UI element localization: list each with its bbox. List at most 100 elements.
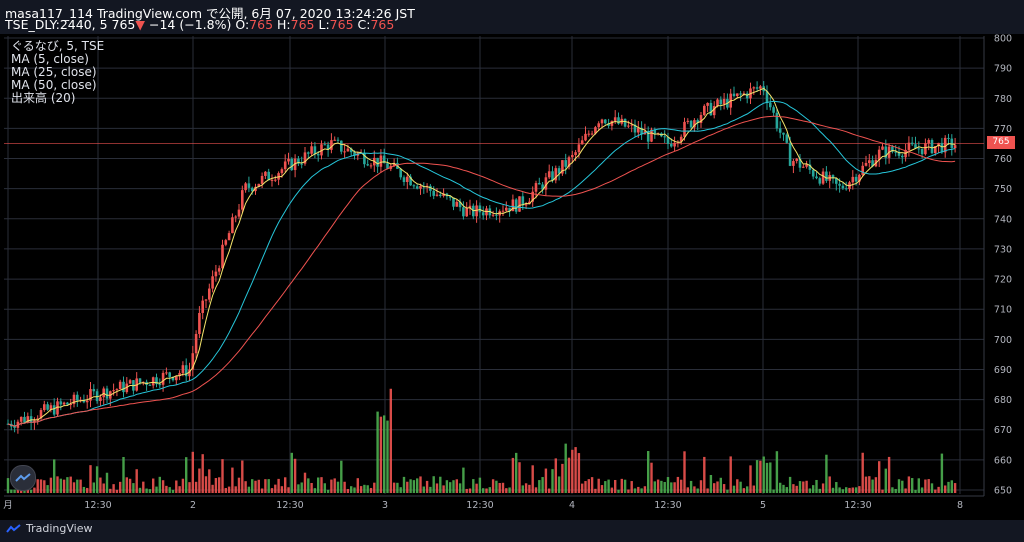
volume-bar — [33, 487, 36, 493]
candle-body — [105, 388, 109, 399]
volume-bar — [594, 488, 597, 493]
candle-body — [831, 175, 835, 179]
volume-bar — [36, 479, 39, 493]
y-tick-label: 710 — [994, 305, 1012, 316]
volume-bar — [676, 476, 680, 493]
candle-body — [49, 405, 53, 410]
volume-bar — [138, 487, 142, 493]
candle-body — [313, 146, 317, 154]
candle-body — [72, 394, 76, 405]
x-tick-label: 月 — [3, 500, 13, 511]
candle-body — [670, 143, 673, 147]
candle-body — [138, 378, 142, 383]
candle-body — [805, 164, 808, 167]
volume-bar — [168, 487, 171, 493]
volume-bar — [907, 476, 911, 493]
candle-body — [122, 381, 125, 393]
volume-bar — [115, 489, 119, 493]
volume-bar — [666, 477, 670, 493]
volume-bar — [95, 466, 99, 493]
volume-bar — [828, 476, 831, 493]
volume-bar — [742, 488, 746, 493]
candle-body — [772, 107, 775, 113]
candle-body — [409, 176, 412, 186]
candle-body — [788, 142, 792, 166]
candle-body — [580, 140, 584, 145]
tradingview-logo-icon — [6, 523, 21, 533]
footer-brand[interactable]: TradingView — [6, 522, 92, 535]
volume-bar — [297, 484, 300, 493]
volume-bar — [478, 477, 482, 493]
candle-body — [283, 161, 287, 170]
candle-body — [597, 123, 600, 128]
candle-body — [491, 214, 495, 216]
volume-bar — [627, 489, 630, 493]
volume-bar — [713, 483, 716, 493]
x-tick-label: 4 — [569, 500, 575, 511]
volume-bar — [445, 480, 449, 493]
candle-body — [528, 201, 531, 205]
candle-body — [198, 312, 201, 334]
candle-body — [716, 99, 719, 107]
volume-bar — [911, 478, 914, 493]
candle-body — [115, 389, 119, 391]
candle-body — [914, 144, 917, 149]
volume-bar — [653, 481, 656, 493]
volume-bar — [112, 484, 115, 493]
candle-body — [683, 121, 686, 137]
tradingview-logo-icon[interactable] — [10, 465, 36, 491]
candle-body — [950, 138, 954, 149]
y-tick-label: 680 — [994, 395, 1012, 406]
volume-bar — [277, 478, 280, 493]
volume-bar — [191, 451, 194, 493]
candle-body — [217, 268, 221, 272]
candle-body — [920, 148, 924, 155]
volume-bar — [449, 482, 452, 493]
candle-body — [376, 157, 379, 167]
legend-ma5: MA (5, close) — [11, 52, 89, 66]
volume-bar — [135, 469, 138, 493]
volume-bar — [614, 479, 617, 493]
candle-body — [39, 410, 43, 419]
volume-bar — [267, 479, 270, 493]
ma5-line — [7, 87, 956, 427]
volume-bar — [264, 479, 267, 493]
volume-bar — [524, 483, 528, 493]
volume-bar — [125, 477, 128, 493]
volume-bar — [102, 483, 105, 493]
candle-body — [92, 389, 96, 392]
candle-body — [808, 164, 812, 170]
candle-body — [307, 152, 310, 154]
candle-body — [722, 98, 726, 105]
candle-body — [646, 131, 650, 142]
x-tick-label: 3 — [382, 500, 388, 511]
volume-bar — [551, 469, 554, 493]
candle-body — [511, 199, 515, 212]
volume-bar — [132, 483, 135, 493]
volume-bar — [392, 482, 396, 493]
candle-body — [333, 139, 336, 141]
candle-body — [769, 102, 772, 108]
volume-bar — [749, 465, 752, 493]
candle-body — [765, 91, 769, 103]
candle-body — [689, 120, 693, 128]
volume-bar — [878, 461, 881, 493]
last-price-badge: 765 — [987, 136, 1015, 149]
open-label: O: — [235, 17, 250, 32]
volume-bar — [356, 478, 359, 493]
volume-bar — [260, 488, 264, 493]
candle-body — [630, 124, 633, 126]
candle-body — [947, 137, 950, 139]
chart-area[interactable] — [0, 34, 1024, 542]
volume-bar — [861, 452, 864, 493]
volume-bar — [333, 478, 336, 493]
candle-body — [937, 142, 940, 147]
candle-body — [884, 146, 888, 158]
candle-body — [633, 124, 637, 133]
candle-body — [481, 212, 485, 216]
volume-bar — [719, 477, 722, 493]
volume-bar — [548, 488, 551, 493]
candle-body — [868, 160, 871, 164]
candle-body — [637, 127, 640, 133]
